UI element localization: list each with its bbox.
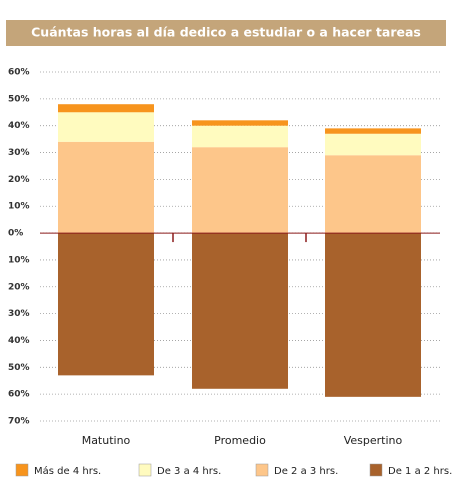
y-tick-label: 60% (8, 68, 30, 78)
y-tick-label: 50% (8, 94, 30, 104)
legend-swatch (138, 463, 152, 477)
x-tick-label: Matutino (82, 434, 131, 447)
y-tick-label: 50% (8, 363, 30, 373)
legend-label: De 2 a 3 hrs. (274, 466, 338, 477)
bar-segment (325, 128, 421, 134)
bar-segment (325, 133, 421, 156)
y-tick-label: 70% (8, 417, 30, 427)
y-tick-label: 20% (8, 282, 30, 292)
y-tick-label: 60% (8, 390, 30, 400)
y-tick-label: 10% (8, 202, 30, 212)
y-tick-label: 0% (8, 229, 23, 239)
legend-label: De 3 a 4 hrs. (157, 466, 221, 477)
legend-swatch (369, 463, 383, 477)
y-tick-label: 10% (8, 255, 30, 265)
bar-segment (192, 233, 288, 389)
bar-segment (325, 155, 421, 234)
bar-segment (58, 141, 154, 234)
legend-label: De 1 a 2 hrs. (388, 466, 452, 477)
legend-swatch (15, 463, 29, 477)
y-tick-label: 40% (8, 336, 30, 346)
bar-segment (192, 120, 288, 126)
bar-segment (192, 147, 288, 234)
bar-segment (58, 112, 154, 142)
x-tick-label: Promedio (214, 434, 266, 447)
bar-segment (192, 125, 288, 148)
y-tick-label: 30% (8, 309, 30, 319)
y-tick-label: 30% (8, 148, 30, 158)
legend-label: Más de 4 hrs. (34, 465, 101, 477)
x-tick-label: Vespertino (344, 434, 403, 447)
title-banner (6, 20, 446, 46)
y-tick-label: 20% (8, 175, 30, 185)
bar-segment (58, 233, 154, 376)
bar-segment (58, 104, 154, 113)
y-tick-label: 40% (8, 121, 30, 131)
legend-swatch (255, 463, 269, 477)
bar-segment (325, 233, 421, 397)
chart-title: Cuántas horas al día dedico a estudiar o… (31, 25, 421, 40)
